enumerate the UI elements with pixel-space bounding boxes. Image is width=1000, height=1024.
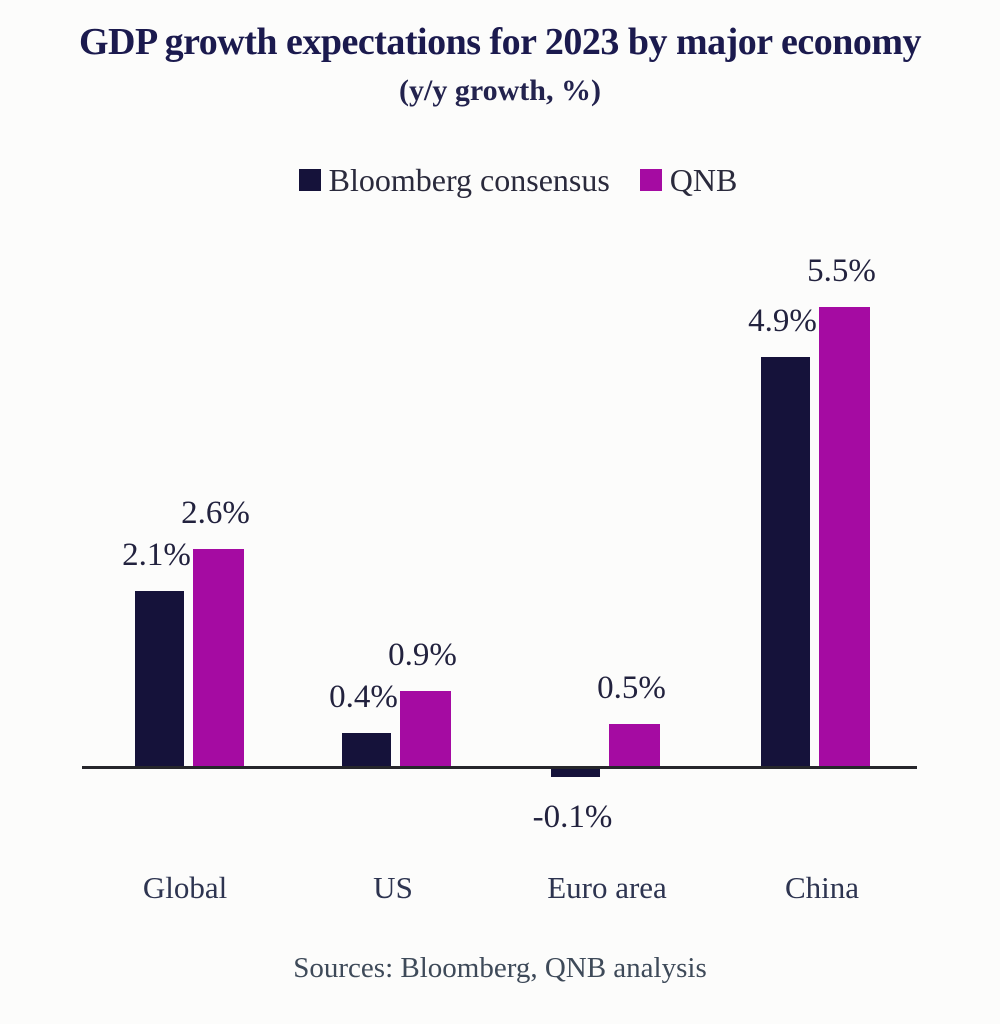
legend-swatch-qnb-icon	[639, 169, 662, 191]
x-axis-line	[82, 766, 917, 769]
value-label-qnb-euro-area: 0.5%	[597, 670, 666, 707]
value-label-bloomberg-us: 0.4%	[329, 678, 398, 715]
category-label-global: Global	[142, 870, 228, 905]
source-note: Sources: Bloomberg, QNB analysis	[293, 952, 707, 984]
bar-bloomberg-us	[342, 732, 391, 766]
bar-qnb-us	[400, 690, 451, 766]
category-label-china: China	[784, 870, 860, 905]
category-label-us: US	[373, 870, 413, 905]
legend-item-bloomberg: Bloomberg consensus	[298, 162, 610, 198]
value-label-qnb-china: 5.5%	[807, 252, 876, 289]
category-label-euro-area: Euro area	[547, 870, 667, 905]
chart-subtitle: (y/y growth, %)	[399, 74, 601, 107]
value-label-bloomberg-china: 4.9%	[748, 302, 817, 339]
chart-title: GDP growth expectations for 2023 by majo…	[78, 21, 922, 63]
value-label-bloomberg-global: 2.1%	[122, 536, 191, 573]
bar-bloomberg-china	[761, 356, 810, 766]
value-label-qnb-us: 0.9%	[388, 636, 457, 673]
bar-bloomberg-global	[135, 590, 184, 766]
legend-label-qnb: QNB	[669, 162, 738, 198]
value-label-qnb-global: 2.6%	[181, 494, 250, 531]
bar-qnb-china	[819, 306, 870, 766]
bar-bloomberg-euro-area	[551, 769, 600, 778]
legend-swatch-bloomberg-icon	[298, 169, 321, 191]
legend: Bloomberg consensus QNB	[0, 164, 1000, 196]
bar-qnb-global	[193, 548, 244, 766]
legend-label-bloomberg: Bloomberg consensus	[328, 162, 610, 198]
legend-item-qnb: QNB	[639, 162, 738, 198]
bar-qnb-euro-area	[609, 724, 660, 766]
value-label-bloomberg-euro-area: -0.1%	[532, 799, 613, 836]
